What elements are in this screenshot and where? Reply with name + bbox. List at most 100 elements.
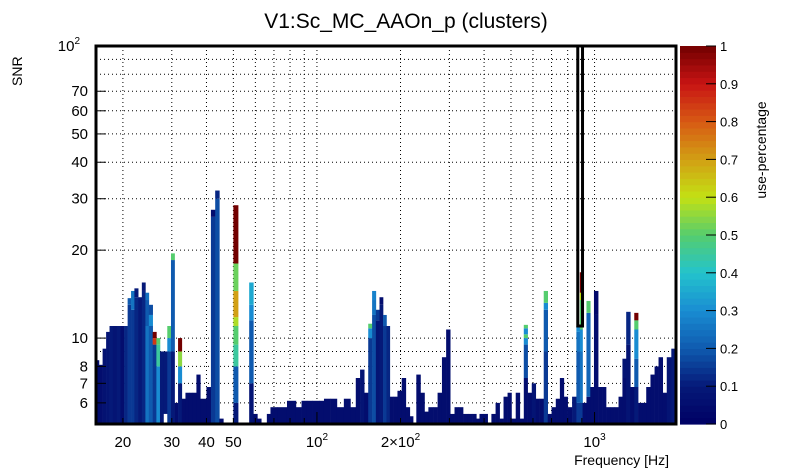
colorbar-tick-label: 0.7	[720, 152, 738, 167]
data-cell	[170, 351, 175, 424]
colorbar-tick-label: 0.9	[720, 77, 738, 92]
data-cell	[586, 396, 591, 424]
data-cell	[210, 216, 216, 424]
data-cell	[638, 402, 643, 424]
colorbar-step	[680, 127, 716, 135]
x-tick-label: 50	[225, 434, 242, 451]
colorbar-step	[680, 71, 716, 79]
data-cell	[576, 402, 581, 424]
data-cell	[167, 338, 172, 352]
colorbar-step	[680, 392, 716, 400]
data-cell	[178, 351, 183, 367]
data-cell	[124, 325, 128, 424]
data-cell	[379, 297, 384, 305]
x-tick-label: 20	[115, 434, 132, 451]
x-tick-exponent: 2	[323, 432, 329, 443]
data-cell	[582, 402, 587, 424]
data-cell	[586, 300, 591, 313]
colorbar-step	[680, 52, 716, 60]
data-cell	[458, 407, 464, 424]
data-cell	[642, 402, 647, 424]
data-cell	[409, 416, 414, 424]
data-cell	[233, 205, 239, 264]
colorbar-step	[680, 241, 716, 249]
colorbar-step	[680, 222, 716, 230]
colorbar-step	[680, 172, 716, 179]
y-tick-label: 7	[80, 375, 88, 392]
colorbar-step	[680, 266, 716, 274]
colorbar-step	[680, 247, 716, 255]
colorbar-step	[680, 228, 716, 236]
colorbar-step	[680, 83, 716, 91]
colorbar-step	[680, 417, 716, 425]
colorbar-step	[680, 361, 716, 368]
data-cell	[507, 392, 512, 424]
data-cell	[277, 407, 288, 424]
data-cell	[249, 320, 254, 384]
data-cell	[393, 396, 398, 424]
colorbar-tick-label: 1	[720, 39, 727, 54]
colorbar-step	[680, 209, 716, 217]
data-cell	[551, 407, 557, 424]
data-cell	[330, 398, 338, 424]
data-cell	[634, 387, 639, 424]
data-cell	[503, 396, 508, 424]
colorbar-step	[680, 367, 716, 375]
data-cell	[350, 407, 357, 424]
data-cell	[401, 378, 407, 424]
data-cell	[295, 407, 302, 424]
y-tick-label: 60	[71, 103, 88, 120]
data-cell	[170, 253, 175, 261]
colorbar-step	[680, 235, 716, 242]
colorbar-step	[680, 153, 716, 160]
colorbar-step	[680, 109, 716, 116]
data-cell	[416, 374, 421, 424]
data-cell	[543, 302, 549, 310]
colorbar-step	[680, 58, 716, 66]
data-cell	[491, 413, 496, 424]
data-cell	[383, 325, 387, 424]
data-cell	[593, 314, 599, 424]
data-cell	[112, 325, 118, 424]
data-cell	[206, 387, 212, 424]
y-tick-label: 8	[80, 358, 88, 375]
colorbar-step	[680, 159, 716, 167]
colorbar-step	[680, 121, 716, 129]
data-cell	[590, 387, 595, 424]
data-cell	[523, 324, 528, 329]
data-cell	[178, 383, 183, 424]
data-cell	[233, 402, 239, 424]
data-cell	[131, 290, 135, 310]
colorbar-step	[680, 90, 716, 97]
colorbar-tick-label: 0.4	[720, 266, 738, 281]
data-cell	[454, 407, 459, 424]
data-cell	[622, 358, 627, 379]
data-cell	[170, 260, 175, 352]
data-cell	[511, 418, 517, 424]
data-cell	[319, 400, 325, 424]
data-cell	[579, 351, 583, 403]
data-cell	[343, 398, 351, 424]
colorbar-tick-label: 0.6	[720, 190, 738, 205]
colorbar-step	[680, 386, 716, 394]
x-tick-label: 2×102	[381, 432, 421, 451]
data-cell	[375, 320, 380, 424]
data-cell	[626, 344, 631, 424]
data-cell	[424, 411, 429, 424]
data-cell	[233, 317, 239, 326]
colorbar-ticks: 0 0.1 0.2 0.3 0.4 0.5 0.6 0.7 0.8 0.9 1	[706, 39, 738, 432]
colorbar-tick-label: 0.2	[720, 341, 738, 356]
data-cell	[555, 398, 561, 424]
data-cell	[181, 398, 186, 424]
colorbar-step	[680, 285, 716, 293]
colorbar-step	[680, 405, 716, 412]
data-cell	[576, 351, 581, 403]
colorbar-tick-label: 0	[720, 417, 727, 432]
colorbar-step	[680, 190, 716, 198]
data-cell	[523, 338, 528, 345]
data-cell	[152, 344, 157, 424]
data-cell	[145, 325, 150, 424]
data-cell	[598, 387, 603, 424]
data-cell	[257, 418, 262, 424]
